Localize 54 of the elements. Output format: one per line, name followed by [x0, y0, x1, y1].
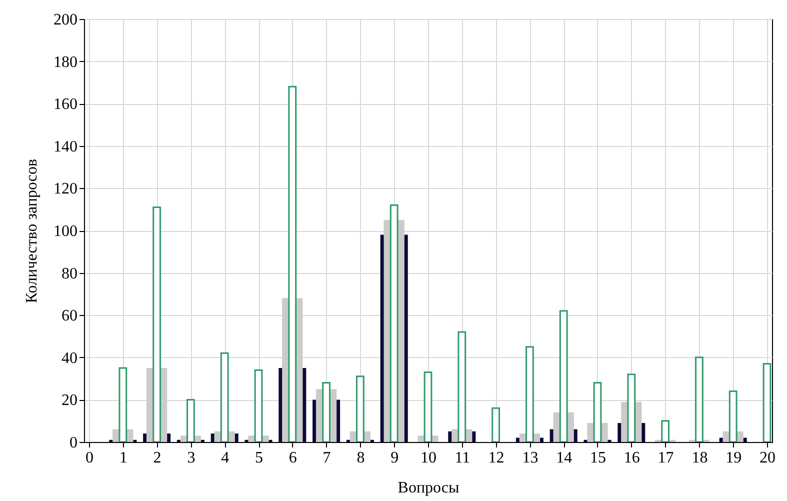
bar — [695, 356, 704, 442]
x-tick-label: 19 — [726, 450, 742, 466]
x-tick-label: 7 — [322, 450, 331, 466]
bar — [254, 369, 263, 442]
bar — [220, 352, 229, 442]
y-tick-label: 140 — [54, 138, 78, 156]
x-tick-label: 14 — [556, 450, 572, 466]
bar — [492, 407, 500, 442]
x-tick-label: 8 — [356, 450, 365, 466]
y-tick-label: 100 — [54, 223, 78, 240]
x-tick-label: 18 — [692, 450, 708, 466]
y-tick-label: 20 — [62, 392, 78, 410]
bar — [661, 420, 670, 442]
x-tick-label: 4 — [221, 450, 230, 466]
y-tick-label: 200 — [54, 12, 78, 28]
x-axis-title: Вопросы — [398, 480, 460, 496]
x-tick-label: 5 — [255, 450, 263, 466]
x-tick-label: 0 — [86, 450, 94, 466]
bar — [526, 346, 534, 442]
y-tick-label: 0 — [70, 434, 78, 452]
x-tick-label: 16 — [624, 450, 640, 466]
x-tick-label: 9 — [390, 450, 399, 466]
y-tick-label: 80 — [62, 265, 78, 282]
y-axis-title: Количество запросов — [24, 158, 40, 304]
x-tick-label: 10 — [420, 450, 436, 466]
bar — [186, 398, 195, 442]
y-tick-label: 60 — [62, 308, 78, 325]
bar — [762, 362, 772, 442]
bar — [118, 367, 128, 442]
x-tick-label: 13 — [522, 450, 538, 466]
bar — [152, 206, 161, 442]
x-tick-label: 2 — [153, 450, 162, 466]
x-tick-label: 3 — [187, 450, 196, 466]
x-tick-label: 11 — [454, 450, 470, 466]
x-tick-label: 12 — [488, 450, 504, 466]
bar — [390, 204, 398, 442]
bar — [458, 331, 466, 442]
bar — [288, 86, 297, 442]
bar — [627, 374, 636, 442]
bar — [424, 371, 432, 442]
y-tick-label: 40 — [62, 350, 78, 367]
y-tick-label: 120 — [54, 180, 78, 198]
bar — [728, 390, 738, 442]
y-tick-label: 160 — [54, 96, 78, 114]
x-tick-label: 20 — [760, 450, 776, 466]
bar — [559, 310, 568, 442]
bar — [356, 376, 364, 442]
bar — [593, 382, 602, 442]
bar — [322, 382, 330, 442]
x-tick-label: 6 — [288, 450, 297, 466]
y-tick-label: 180 — [54, 54, 78, 71]
x-tick-label: 17 — [658, 450, 674, 466]
x-tick-label: 15 — [590, 450, 606, 466]
x-tick-label: 1 — [119, 450, 128, 466]
